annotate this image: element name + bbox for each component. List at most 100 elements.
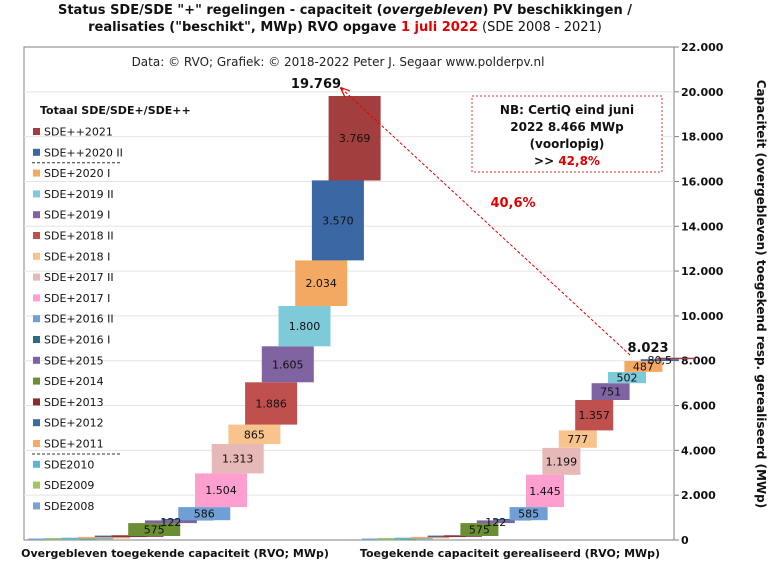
data-label: 3.570 [322,214,354,227]
bar-left-sde-2014 [128,523,181,536]
bar-left-sde-2020-ii [311,180,364,261]
data-label: 122 [160,516,181,529]
legend-entry: SDE2010 [44,458,94,471]
bar-left-sde-2018-i [228,424,281,444]
legend-swatch [33,419,40,427]
ratio-arrow [341,88,631,356]
legend-entry: SDE+2018 II [44,230,114,243]
legend-entry: SDE+2011 [44,438,104,451]
legend-entry: SDE2008 [44,500,94,513]
bar-left-sde2010 [61,537,114,540]
data-label: 777 [567,433,588,446]
bar-left-sde-2019-i [261,346,314,383]
legend-entry: SDE+2019 I [44,209,110,222]
bar-left-sde-2011 [78,536,131,539]
y-tick-label: 2.000 [681,489,716,502]
legend-entry: SDE+2017 I [44,292,110,305]
legend-entry: SDE+2017 II [44,271,114,284]
bar-left-sde-2018-ii [245,382,298,425]
data-label: 502 [617,372,638,385]
data-label: 1.605 [272,358,304,371]
legend-swatch [33,481,40,489]
legend-swatch [33,252,40,260]
bar-right-sde-2014 [460,523,499,536]
data-label: 585 [518,508,539,521]
legend-swatch [33,273,40,281]
bar-left-sde-2020-i [295,260,348,306]
data-label: 1.504 [205,484,237,497]
bar-right-sde-2018-i [558,430,597,448]
legend-entry: SDE+2012 [44,417,104,430]
note-line-2: 2022 8.466 MWp [510,120,624,134]
legend-entry: SDE+2014 [44,375,104,388]
bar-right-sde-2021 [657,357,696,360]
data-label: 1.445 [529,485,561,498]
data-label: 865 [244,428,265,441]
data-label: 80,5 [648,354,673,367]
legend-title: Totaal SDE/SDE+/SDE++ [40,104,191,117]
data-label: 1.199 [546,455,578,468]
data-label: 3.769 [339,132,371,145]
total-label-right: 8.023 [627,341,668,356]
data-label: 575 [469,524,490,537]
legend-entry: SDE+2016 II [44,313,114,326]
data-labels: 5751225861.5041.3138651.8861.6051.8002.0… [144,132,672,536]
bar-right-sde-2017-ii [542,447,581,475]
bar-right-sde-2018-ii [575,400,614,431]
legend-entry: SDE+2018 I [44,250,110,263]
bars [28,96,696,540]
bar-right-sde-2011 [411,536,450,539]
legend-entry: SDE++2020 II [44,146,123,159]
y-tick-label: 14.000 [681,220,724,233]
bar-left-sde-2017-i [195,473,247,508]
y-axis: 0 2.000 4.000 6.000 8.000 10.000 12.000 14.000 1… [674,41,724,547]
bar-right-sde-2020-i [624,361,663,372]
legend-swatch [33,232,40,239]
legend-entry: SDE+2019 II [44,188,114,201]
data-label: 487 [633,361,654,374]
bar-left-sde-2021 [328,96,381,181]
legend-swatch [33,315,40,323]
bar-right-sde-2013 [444,535,482,537]
certiq-note: NB: CertiQ eind juni 2022 8.466 MWp (voo… [471,95,663,173]
data-label: 586 [194,508,215,521]
legend-swatch [33,377,40,385]
y-tick-label: 12.000 [681,265,724,278]
data-label: 1.800 [289,320,321,333]
y-axis-title: Capaciteit (overgebleven) toegekend resp… [754,80,768,509]
bar-left-sde-2013 [111,535,164,537]
bar-left-sde-2017-ii [211,444,264,474]
y-tick-label: 0 [681,534,689,547]
note-line-3: (voorlopig) [530,137,605,151]
bar-right-sde-2019-i [591,383,630,400]
legend-swatch [33,211,40,219]
bar-left-sde-2015 [144,520,197,524]
legend-entry: SDE+2015 [44,354,104,367]
bar-right-sde-2020-ii [640,359,679,361]
chart-title: Status SDE/SDE "+" regelingen - capacite… [57,3,633,35]
legend: SDE++2021 SDE++2020 II SDE+2020 I SDE+2019 … [32,126,123,513]
legend-swatch [33,336,40,343]
legend-swatch [33,440,40,447]
data-label: 751 [600,386,621,399]
legend-swatch [33,190,40,198]
legend-swatch [33,356,40,364]
y-tick-label: 6.000 [681,400,716,413]
legend-entry: SDE+2013 [44,396,104,409]
bar-right-sde-2016-ii [509,507,548,521]
y-tick-label: 4.000 [681,444,716,457]
legend-swatch [33,294,40,302]
y-tick-label: 22.000 [681,41,724,54]
legend-swatch [33,502,40,510]
y-tick-label: 18.000 [681,131,724,144]
note-line-1: NB: CertiQ eind juni [500,103,634,117]
bar-right-sde2010 [394,537,433,540]
legend-swatch [33,169,40,177]
legend-swatch [33,398,40,406]
note-line-4: >> 42,8% [534,154,600,168]
bar-right-sde-2019-ii [608,372,646,384]
legend-entry: SDE++2021 [44,126,113,139]
legend-swatch [33,460,40,468]
data-label: 2.034 [305,277,337,290]
